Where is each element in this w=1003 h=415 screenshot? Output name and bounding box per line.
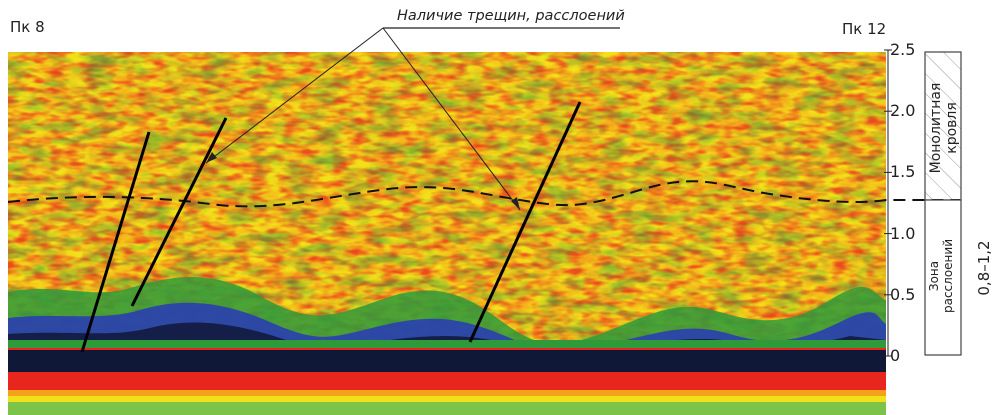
legend-lower-line1: Зона bbox=[927, 260, 941, 292]
pk-right-label: Пк 12 bbox=[842, 20, 887, 38]
depth-tick-label: 0.5 bbox=[890, 284, 916, 304]
depth-tick-label: 0 bbox=[890, 346, 901, 365]
leader-arrow-1 bbox=[206, 152, 217, 163]
legend-upper-box bbox=[924, 51, 962, 201]
band-red bbox=[8, 372, 886, 390]
band-dark bbox=[8, 350, 886, 372]
depth-axis bbox=[884, 49, 892, 357]
band-orange bbox=[8, 390, 886, 396]
legend-lower-text: Зона расслоений bbox=[927, 220, 960, 332]
depth-tick-label: 1.0 bbox=[890, 223, 916, 243]
legend-upper-line1: Монолитная bbox=[928, 82, 944, 174]
legend-upper-text: Монолитная кровля bbox=[928, 66, 960, 190]
depth-tick-label: 2.0 bbox=[890, 101, 916, 121]
crack-line-1 bbox=[80, 131, 151, 353]
leader-line-2 bbox=[382, 27, 521, 211]
pk-left-label: Пк 8 bbox=[10, 18, 45, 36]
band-red-line bbox=[8, 348, 886, 350]
legend-lower-line2: расслоений bbox=[940, 239, 955, 314]
band-yellow bbox=[8, 396, 886, 402]
crack-line-3 bbox=[468, 101, 582, 343]
depth-tick-label: 1.5 bbox=[890, 162, 916, 182]
band-green bbox=[8, 340, 886, 348]
legend-lower-box bbox=[924, 199, 962, 356]
legend-column bbox=[924, 51, 962, 356]
callout-label: Наличие трещин, расслоений bbox=[397, 8, 625, 24]
band-green-bottom bbox=[8, 402, 886, 415]
legend-upper-line2: кровля bbox=[944, 102, 961, 154]
legend-range-text: 0,8–1,2 bbox=[975, 240, 993, 296]
crack-line-2 bbox=[130, 117, 228, 307]
boundary-dashed-line bbox=[7, 180, 960, 208]
leader-line-1 bbox=[205, 27, 384, 164]
radargram-image bbox=[8, 52, 886, 415]
leader-arrow-2 bbox=[511, 197, 520, 210]
depth-tick-label: 2.5 bbox=[890, 40, 916, 59]
